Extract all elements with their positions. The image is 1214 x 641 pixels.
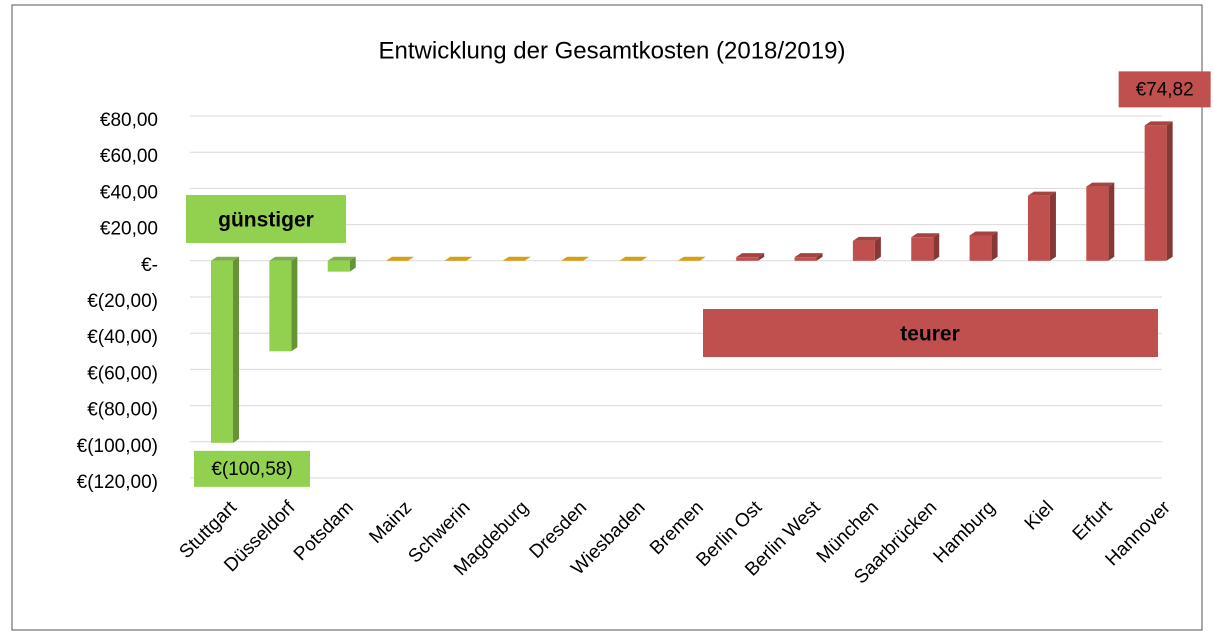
y-tick-label: €(20,00) [87,291,158,312]
bar-top [794,253,823,258]
bar-side [758,253,765,261]
bar [794,257,817,261]
y-tick-label: €(100,00) [77,436,158,457]
y-tick-label: €20,00 [100,219,158,240]
bar-side [233,256,239,443]
bar-side [291,256,298,352]
bar-top [852,236,881,241]
data-label: €(100,58) [211,459,292,480]
bar [1144,125,1167,261]
bar [327,260,350,272]
bar-top [269,256,298,261]
bar [911,237,934,261]
y-tick-label: €(120,00) [77,472,158,493]
bar [502,256,531,261]
chart-title: Entwicklung der Gesamtkosten (2018/2019) [379,37,846,64]
bar-top [211,256,239,261]
bar-top [969,231,998,236]
bar [1086,186,1109,261]
bar [969,235,992,261]
bar [211,260,233,443]
y-tick-label: €(60,00) [87,363,158,384]
data-label: €74,82 [1136,79,1194,100]
y-tick-label: €- [141,255,158,276]
bar-top [1027,191,1056,196]
bar-side [816,253,823,261]
bar [619,256,648,261]
bar [269,260,292,352]
y-tick-label: €40,00 [100,182,158,203]
bar-top [1144,121,1173,126]
bar [852,240,875,261]
y-tick-label: €(40,00) [87,327,158,348]
y-tick-label: €(80,00) [87,400,158,421]
annotation: günstiger [218,209,314,232]
bar-top [911,233,940,238]
bar [444,256,473,261]
bar-top [1086,182,1115,187]
bar-side [933,233,940,261]
annotation-box [703,309,1158,357]
y-tick-label: €60,00 [100,146,158,167]
annotation-box [186,195,346,243]
annotation: teurer [900,323,960,346]
bar-side [1108,182,1115,261]
bar-side [874,236,881,261]
bar [677,256,706,261]
bar-side [349,256,356,272]
data-label-box [194,450,310,487]
bar-side [1166,121,1173,261]
bar [1027,195,1050,261]
y-tick-label: €80,00 [100,110,158,131]
bar-top [736,253,765,258]
bar-side [1049,191,1056,261]
bar [561,256,590,261]
bar [736,257,759,261]
bar [386,256,415,261]
bar-side [991,231,998,261]
data-label-box [1118,71,1211,108]
bar-top [327,256,356,261]
